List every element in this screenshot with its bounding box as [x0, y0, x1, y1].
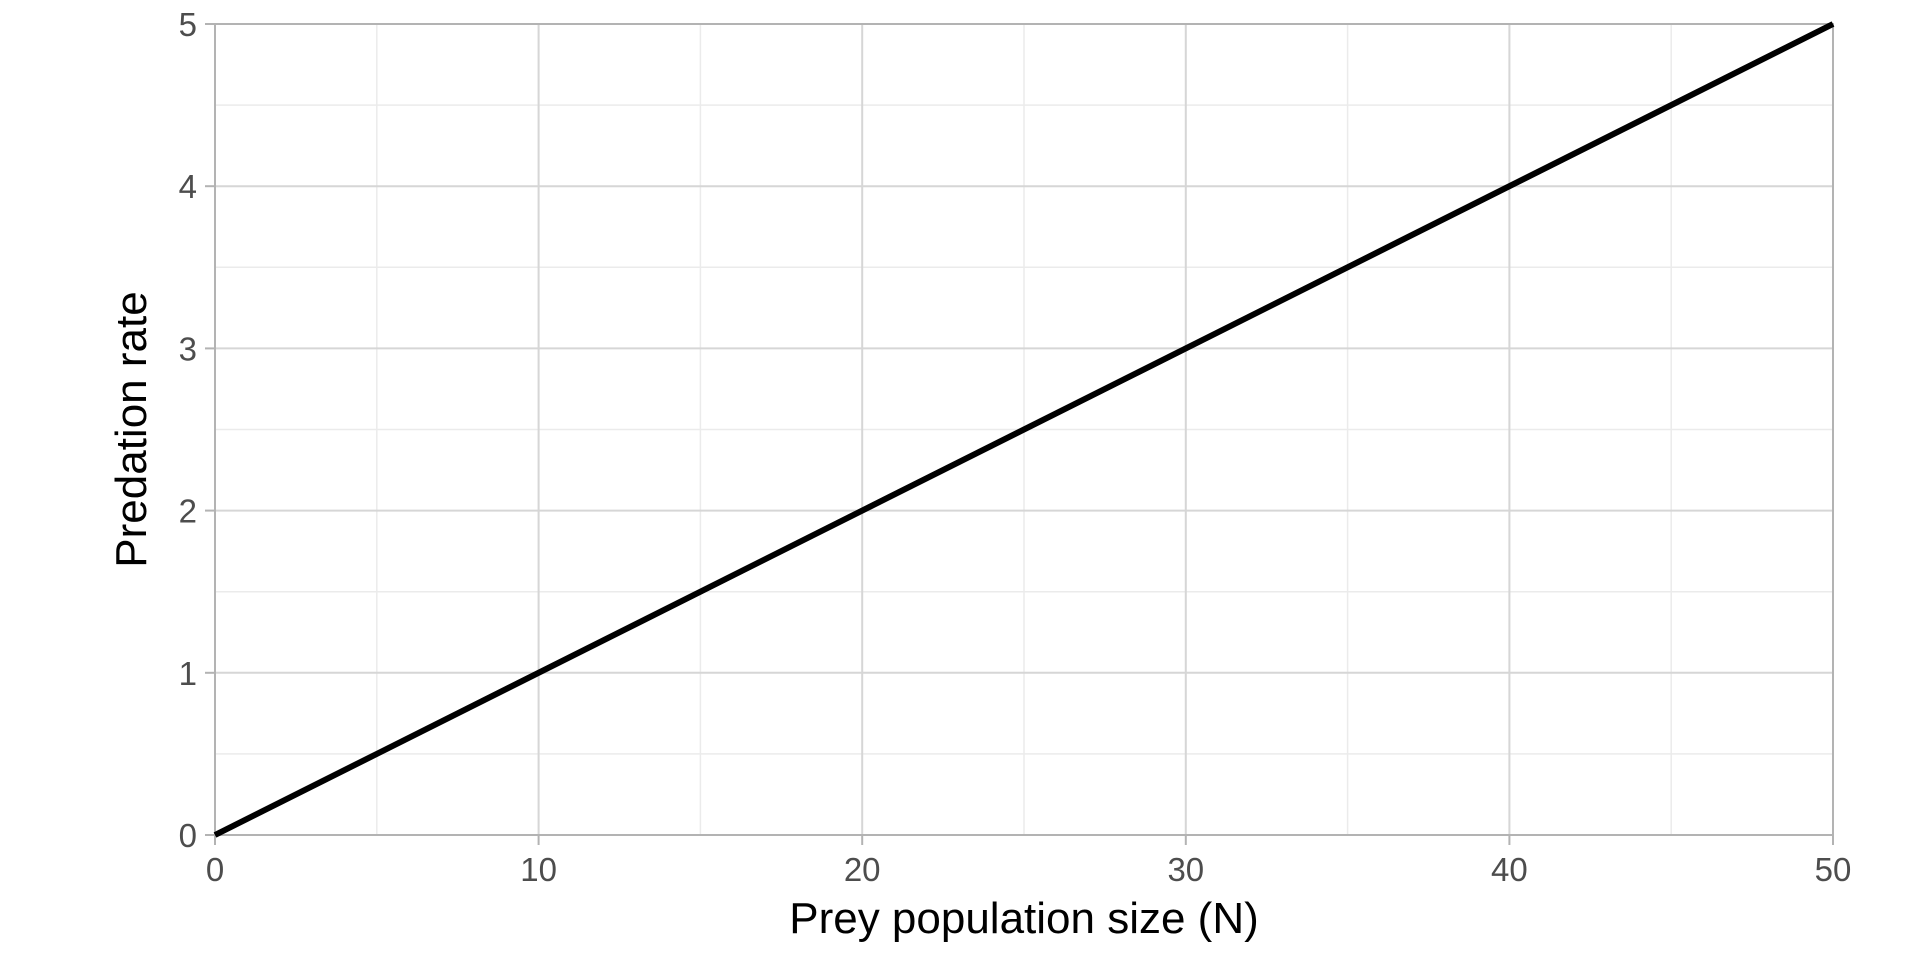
- x-axis-title: Prey population size (N): [789, 894, 1259, 943]
- y-tick-label: 2: [179, 493, 197, 530]
- x-tick-label: 20: [844, 851, 881, 888]
- plot-frame: [214, 23, 1834, 836]
- series-line: [213, 21, 1835, 838]
- data-series: [213, 21, 1835, 838]
- y-axis-title: Predation rate: [107, 291, 156, 567]
- y-tick-label: 5: [179, 6, 197, 43]
- y-tick-label: 3: [179, 330, 197, 367]
- x-tick-label: 0: [206, 851, 224, 888]
- x-tick-label: 50: [1815, 851, 1852, 888]
- y-tick-label: 0: [179, 817, 197, 854]
- x-axis-tick-labels: 0 10 20 30 40 50: [206, 851, 1852, 888]
- x-tick-label: 30: [1167, 851, 1204, 888]
- minor-gridlines: [215, 24, 1833, 835]
- x-tick-label: 10: [520, 851, 557, 888]
- y-tick-label: 4: [179, 168, 197, 205]
- x-tick-label: 40: [1491, 851, 1528, 888]
- y-axis-tick-labels: 0 1 2 3 4 5: [179, 6, 197, 854]
- axis-ticks: [205, 23, 1834, 845]
- y-tick-label: 1: [179, 655, 197, 692]
